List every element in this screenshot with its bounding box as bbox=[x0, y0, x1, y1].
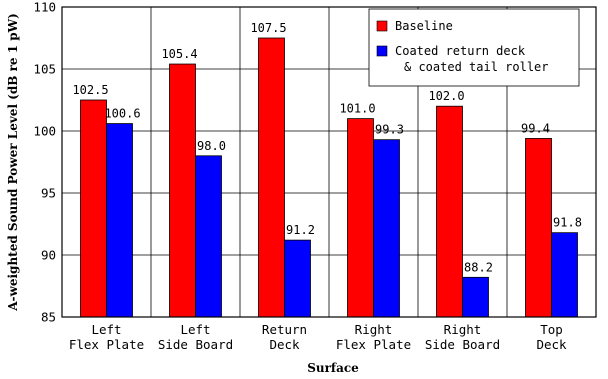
y-tick-label: 100 bbox=[33, 124, 56, 139]
legend-swatch bbox=[376, 45, 388, 57]
legend-box bbox=[368, 8, 580, 87]
x-category-label: Deck bbox=[269, 337, 300, 352]
legend-swatch bbox=[376, 20, 388, 32]
gridlines bbox=[62, 7, 596, 317]
x-category-label: Right bbox=[444, 322, 482, 337]
bar-series-2 bbox=[373, 139, 400, 318]
data-label: 102.5 bbox=[72, 83, 108, 97]
x-category-label: Deck bbox=[536, 337, 567, 352]
x-category-label: Left bbox=[180, 322, 210, 337]
x-category-label: Flex Plate bbox=[69, 337, 144, 352]
x-category-label: Flex Plate bbox=[336, 337, 411, 352]
bar-series-2 bbox=[284, 239, 311, 318]
bar-series-1 bbox=[347, 118, 374, 318]
bar-series bbox=[80, 37, 578, 318]
data-label: 88.2 bbox=[464, 260, 493, 274]
y-tick-label: 105 bbox=[33, 62, 56, 77]
y-axis-title: A-weighted Sound Power Level (dB re 1 pW… bbox=[6, 13, 20, 312]
legend: Baseline Coated return deck & coated tail … bbox=[368, 8, 580, 87]
data-label: 102.0 bbox=[428, 89, 464, 103]
x-category-label: Return bbox=[262, 322, 307, 337]
data-label: 101.0 bbox=[339, 102, 375, 116]
y-tick-label: 85 bbox=[41, 310, 56, 325]
y-tick-label: 110 bbox=[33, 0, 56, 15]
x-category-label: Right bbox=[355, 322, 393, 337]
data-label: 100.6 bbox=[104, 107, 140, 121]
x-category-label: Top bbox=[540, 322, 563, 337]
bar-series-1 bbox=[169, 63, 196, 318]
data-label: 91.2 bbox=[286, 223, 315, 237]
x-category-label: Left bbox=[91, 322, 121, 337]
bar-series-2 bbox=[551, 232, 578, 318]
data-label: 107.5 bbox=[250, 21, 286, 35]
data-label: 99.3 bbox=[375, 123, 404, 137]
bar-series-2 bbox=[462, 276, 489, 318]
bar-series-1 bbox=[436, 105, 463, 318]
y-tick-label: 90 bbox=[41, 248, 56, 263]
plot-area-frame bbox=[61, 6, 597, 318]
x-category-label: Side Board bbox=[425, 337, 500, 352]
legend-label: Baseline bbox=[395, 19, 453, 33]
data-label: 99.4 bbox=[521, 121, 550, 135]
x-category-label: Side Board bbox=[158, 337, 233, 352]
bar-series-1 bbox=[80, 99, 107, 318]
bar-series-2 bbox=[195, 155, 222, 318]
y-tick-label: 95 bbox=[41, 186, 56, 201]
bar-series-2 bbox=[106, 123, 133, 318]
x-axis-title: Surface bbox=[307, 361, 359, 375]
data-labels: 102.5 105.4 107.5 101.0 102.0 99.4 100.6 98.0 91… bbox=[72, 21, 582, 274]
legend-label: & coated tail roller bbox=[404, 60, 549, 74]
bar-series-1 bbox=[258, 37, 285, 318]
data-label: 98.0 bbox=[197, 139, 226, 153]
y-axis-ticks: 85 90 95 100 105 110 bbox=[33, 0, 56, 325]
legend-label: Coated return deck bbox=[395, 44, 526, 58]
data-label: 91.8 bbox=[553, 216, 582, 230]
data-label: 105.4 bbox=[161, 47, 197, 61]
bar-series-1 bbox=[525, 138, 552, 318]
